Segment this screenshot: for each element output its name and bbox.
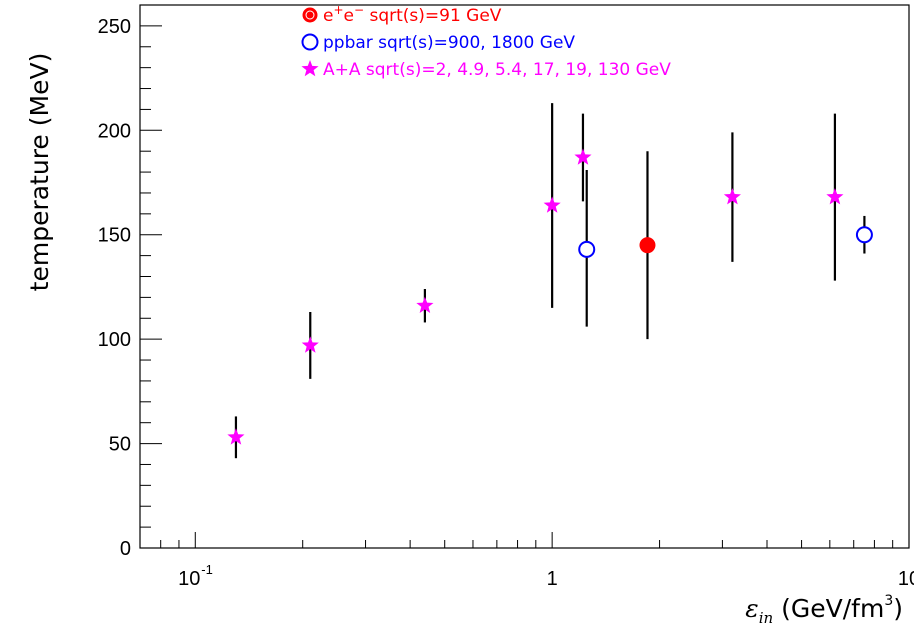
data-point-star: [723, 188, 741, 205]
legend-text-part: sqrt(s)=91 GeV: [364, 6, 502, 26]
y-tick-label: 100: [98, 329, 131, 351]
x-axis-label-subscript: in: [759, 609, 773, 627]
data-point-star: [543, 196, 561, 213]
data-point-star: [826, 188, 844, 205]
legend-text-part: e: [323, 6, 333, 26]
legend-entry-text: A+A sqrt(s)=2, 4.9, 5.4, 17, 19, 130 GeV: [323, 60, 671, 80]
legend-marker-inner-ring: [305, 10, 315, 20]
legend-entry-text: ppbar sqrt(s)=900, 1800 GeV: [323, 33, 575, 53]
y-axis-ticks: 0 50 100 150 200 250: [98, 4, 162, 560]
legend-text-part: −: [354, 3, 364, 17]
legend-marker-star: [301, 60, 319, 77]
x-axis-label-unit-exponent: 3: [884, 593, 893, 609]
data-point-star: [301, 336, 319, 353]
legend-text-part: +: [333, 3, 343, 17]
data-point-open-circle: [855, 226, 873, 244]
x-tick-label-exponent: -1: [201, 562, 213, 577]
y-tick-label: 200: [98, 120, 131, 142]
x-tick-label: 10: [178, 568, 200, 590]
x-tick-label: 10: [898, 568, 914, 590]
legend-marker-filled-circle: [302, 7, 318, 23]
data-markers: [227, 148, 873, 445]
legend-marker-open-circle: [301, 33, 319, 51]
legend-text-part: e: [344, 6, 354, 26]
data-point-open-circle: [578, 240, 596, 258]
x-axis-label: εin (GeV/fm3): [745, 593, 903, 627]
data-point-star: [227, 428, 245, 445]
legend-entry-text: e+e− sqrt(s)=91 GeV: [323, 3, 502, 26]
data-point-filled-circle: [639, 237, 656, 254]
x-tick-label: 1: [547, 568, 558, 590]
y-tick-label: 150: [98, 225, 131, 247]
y-axis-label: temperature (MeV): [25, 53, 54, 292]
data-point-star: [416, 296, 434, 314]
x-axis-label-unit-close: ): [893, 594, 903, 623]
x-axis-label-unit: (GeV/fm: [773, 594, 884, 623]
data-point-star: [574, 148, 592, 165]
x-axis-label-symbol: ε: [745, 594, 758, 623]
y-tick-label: 50: [109, 434, 131, 456]
y-tick-label: 0: [120, 538, 131, 560]
y-tick-label: 250: [98, 16, 131, 38]
